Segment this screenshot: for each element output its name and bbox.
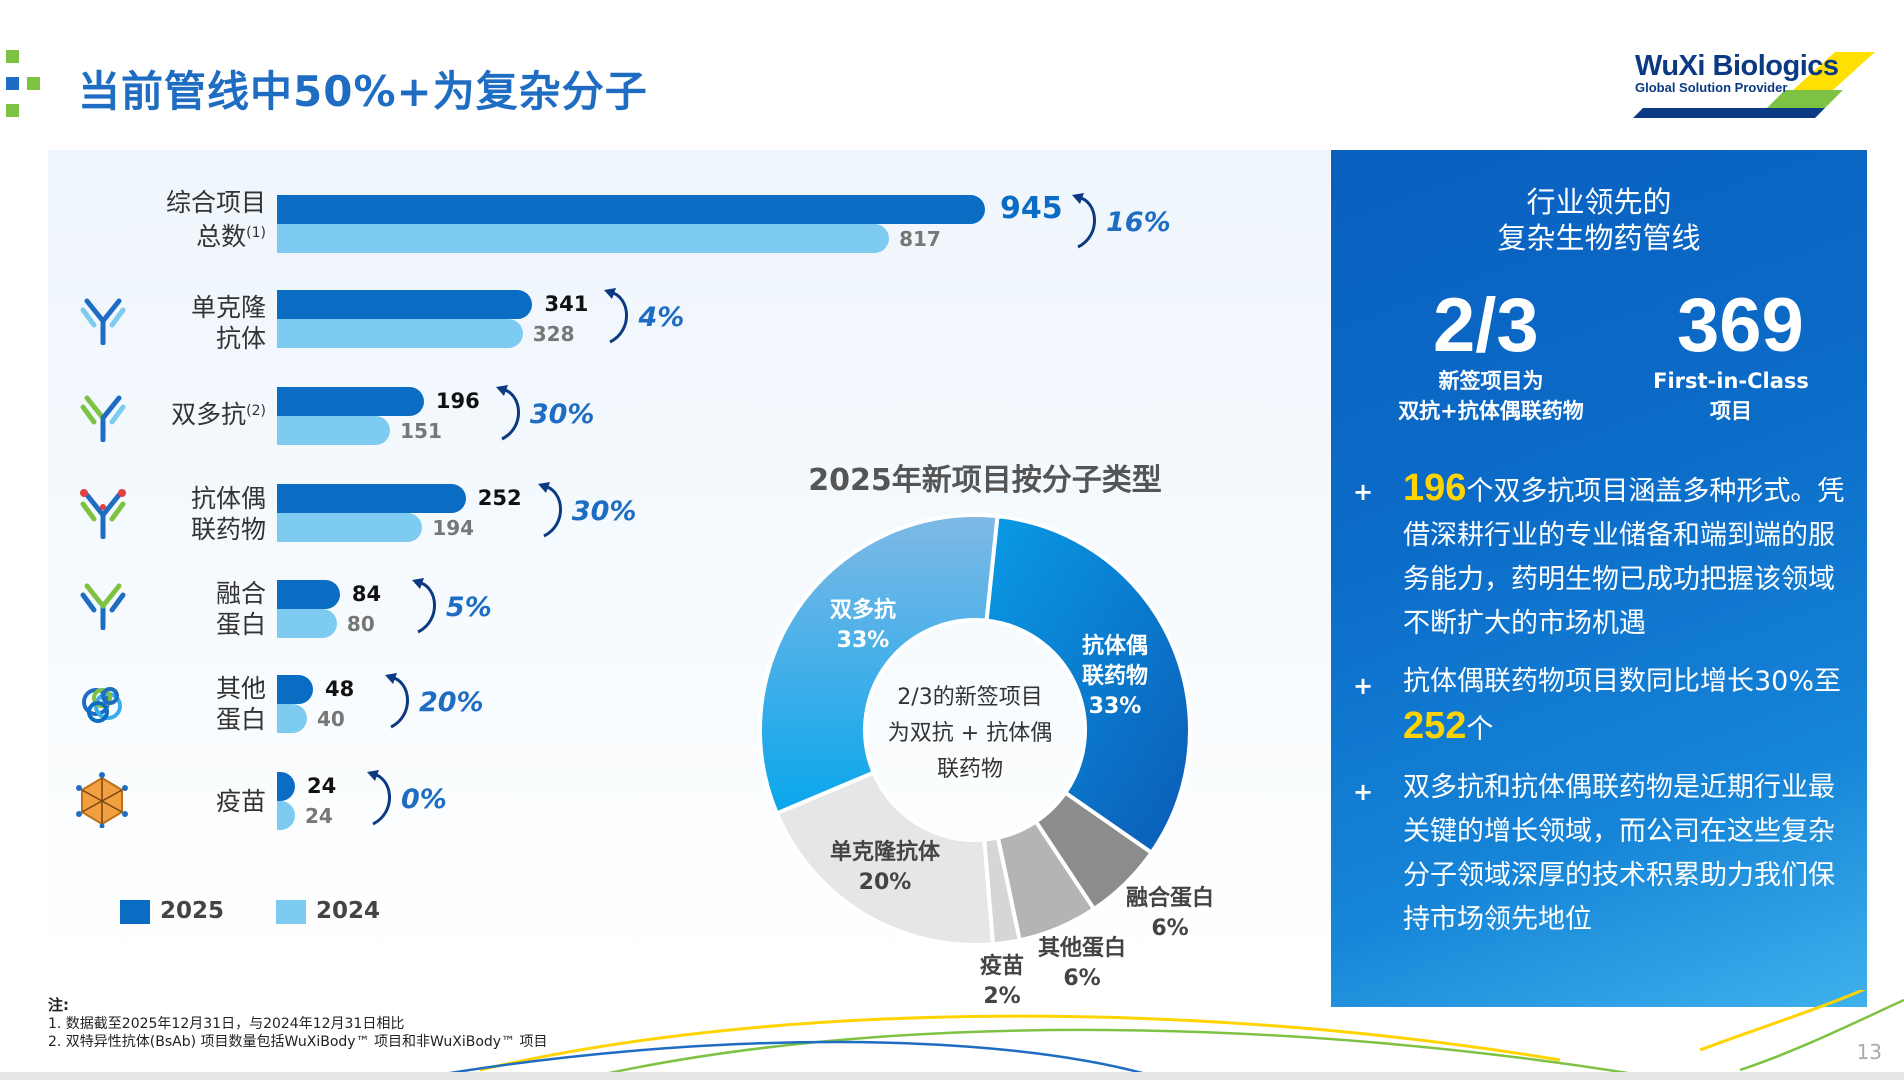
value-2024: 151 <box>400 419 442 443</box>
bar-2024 <box>277 416 391 445</box>
row-label-mab: 单克隆 抗体 <box>190 293 266 353</box>
value-2025: 945 <box>1000 191 1063 226</box>
bullet-2: 抗体偶联药物项目数同比增长30%至252个 <box>1403 666 1842 747</box>
donut-label-fusion: 融合蛋白 6% <box>1126 886 1215 941</box>
adc-icon <box>80 489 126 539</box>
growth-arrow-icon <box>1072 193 1096 249</box>
brand-stripes-icon <box>1633 52 1875 118</box>
brand-name: WuXi Biologics <box>1635 50 1839 82</box>
growth-percent: 4% <box>638 302 685 333</box>
growth-arrow-icon <box>604 288 629 344</box>
right-panel-title: 行业领先的 复杂生物药管线 <box>1497 185 1701 255</box>
growth-percent: 0% <box>401 784 447 815</box>
legend-swatch-2025 <box>120 900 150 924</box>
bar-2024 <box>277 319 523 348</box>
value-2024: 817 <box>899 227 941 251</box>
brand-logo: WuXi Biologics Global Solution Provider <box>1625 50 1880 120</box>
fusion-protein-icon <box>80 583 126 630</box>
growth-percent: 20% <box>418 687 484 718</box>
slice-bispecific <box>758 513 1000 816</box>
stat-two-thirds-caption: 新签项目为 双抗+抗体偶联药物 <box>1398 369 1584 423</box>
legend-label-2024: 2024 <box>316 898 381 924</box>
bar-2025 <box>277 772 295 801</box>
growth-arrow-icon <box>384 673 409 729</box>
growth-percent: 5% <box>445 592 492 623</box>
bullet-plus-icon: + <box>1353 478 1374 506</box>
bar-2025 <box>277 387 424 416</box>
donut-chart <box>758 513 1192 947</box>
slice-adc <box>984 513 1192 856</box>
stat-first-in-class-caption: First-in-Class 项目 <box>1653 369 1809 423</box>
value-2024: 40 <box>316 707 345 731</box>
bar-2025 <box>277 195 985 224</box>
value-2024: 24 <box>305 804 333 828</box>
logo-squares-icon <box>6 50 40 117</box>
legend-swatch-2024 <box>276 900 306 924</box>
donut-label-mab: 单克隆抗体 20% <box>830 840 941 895</box>
bar-2024 <box>277 513 423 542</box>
slice-mab <box>774 770 996 947</box>
stat-first-in-class: 369 <box>1677 283 1804 368</box>
stat-two-thirds: 2/3 <box>1433 283 1539 368</box>
bar-2025 <box>277 580 340 609</box>
bullet-3: 双多抗和抗体偶联药物是近期行业最关键的增长领域，而公司在这些复杂分子领域深厚的技… <box>1403 772 1835 935</box>
value-2025: 196 <box>435 389 480 413</box>
bar-2024 <box>277 609 337 638</box>
growth-percent: 30% <box>529 399 595 430</box>
page-number: 13 <box>1856 1040 1882 1064</box>
bar-2024 <box>277 704 307 733</box>
value-2025: 24 <box>307 774 337 798</box>
row-label-other: 其他 蛋白 <box>215 674 266 734</box>
row-label-total: 综合项目 总数(1) <box>165 188 266 251</box>
growth-percent: 16% <box>1106 207 1171 238</box>
footer-curves-decoration <box>0 990 1904 1080</box>
donut-center-text: 2/3的新签项目 为双抗 + 抗体偶 联药物 <box>887 685 1053 782</box>
bar-2025 <box>277 675 313 704</box>
row-label-bispecific: 双多抗(2) <box>171 400 266 429</box>
value-2024: 328 <box>532 322 575 346</box>
donut-label-bispecific: 双多抗 33% <box>830 598 897 653</box>
value-2025: 252 <box>477 486 522 510</box>
row-label-fusion: 融合 蛋白 <box>215 579 266 639</box>
footnotes: 注: 1. 数据截至2025年12月31日，与2024年12月31日相比 2. … <box>48 996 548 1050</box>
value-2024: 80 <box>346 612 375 636</box>
page-title: 当前管线中50%+为复杂分子 <box>78 67 648 116</box>
donut-label-other: 其他蛋白 6% <box>1038 936 1127 991</box>
bar-2024 <box>277 224 890 253</box>
value-2025: 84 <box>351 582 382 606</box>
growth-arrow-icon <box>537 482 562 538</box>
bar-2025 <box>277 290 533 319</box>
antibody-icon <box>80 298 126 345</box>
growth-arrow-icon <box>495 385 520 441</box>
bispecific-antibody-icon <box>80 395 126 442</box>
growth-arrow-icon <box>367 770 391 826</box>
protein-icon <box>82 687 122 723</box>
row-label-adc: 抗体偶 联药物 <box>190 484 266 544</box>
growth-percent: 30% <box>571 496 637 527</box>
donut-title: 2025年新项目按分子类型 <box>808 463 1162 498</box>
donut-label-adc: 抗体偶 联药物 33% <box>1082 634 1149 719</box>
value-2025: 48 <box>324 677 355 701</box>
bullet-plus-icon: + <box>1353 672 1374 700</box>
bullet-plus-icon: + <box>1353 778 1374 806</box>
bullet-1: 196个双多抗项目涵盖多种形式。凭借深耕行业的专业储备和端到端的服务能力，药明生… <box>1403 467 1845 639</box>
donut-label-vaccine: 疫苗 2% <box>980 954 1025 1009</box>
right-panel: 行业领先的 复杂生物药管线 2/3 新签项目为 双抗+抗体偶联药物 369 Firs… <box>1331 150 1867 1007</box>
growth-arrow-icon <box>411 578 436 634</box>
vaccine-virus-icon <box>76 772 128 828</box>
row-label-vaccine: 疫苗 <box>215 787 266 816</box>
value-2025: 341 <box>544 292 589 316</box>
bar-2024 <box>277 801 295 830</box>
legend-label-2025: 2025 <box>160 898 225 924</box>
brand-tagline: Global Solution Provider <box>1635 80 1788 95</box>
value-2024: 194 <box>432 516 475 540</box>
bar-2025 <box>277 484 466 513</box>
